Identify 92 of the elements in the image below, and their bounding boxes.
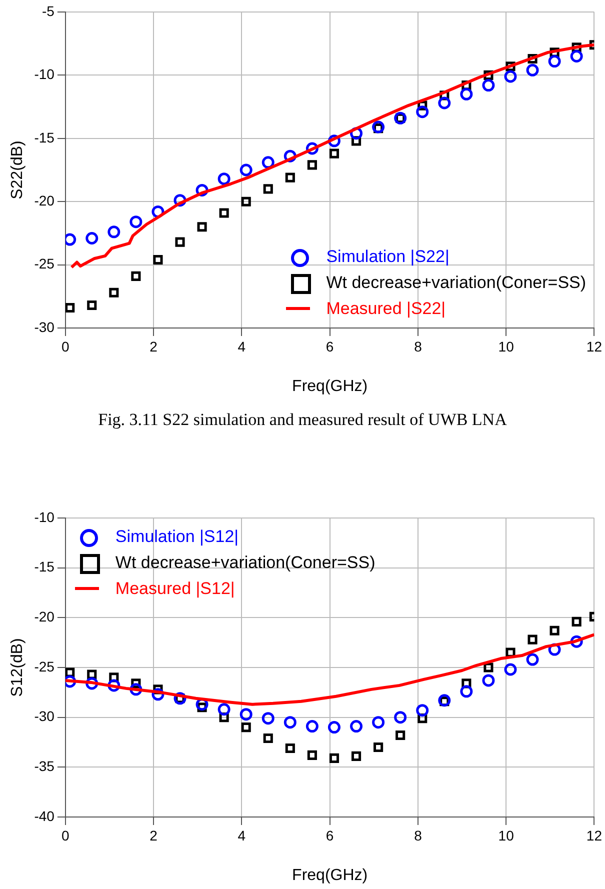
- point: [394, 711, 407, 724]
- x-tick-label: 2: [150, 827, 158, 844]
- x-tick-label: 12: [586, 338, 602, 354]
- y-axis-title: S22(dB): [9, 140, 26, 200]
- point: [504, 70, 517, 83]
- point: [528, 634, 538, 644]
- legend-label: Measured |S22|: [326, 298, 446, 320]
- point: [263, 184, 273, 194]
- point: [329, 148, 340, 158]
- y-tick-label: -35: [34, 758, 55, 774]
- legend-label: Wt decrease+variation(Coner=SS): [115, 552, 376, 574]
- legend-label: Measured |S12|: [115, 578, 235, 600]
- point: [416, 704, 429, 717]
- y-tick-label: -30: [34, 708, 55, 724]
- point: [197, 222, 207, 232]
- point: [438, 694, 451, 707]
- x-tick-label: 6: [326, 827, 334, 844]
- point: [372, 120, 385, 134]
- point: [374, 742, 384, 752]
- y-tick-label: -20: [34, 192, 55, 208]
- point: [284, 716, 296, 729]
- point: [285, 172, 295, 182]
- point: [526, 64, 539, 76]
- point: [285, 743, 295, 754]
- point: [329, 753, 340, 763]
- caption: Fig. 3.11 S22 simulation and measured result of UWB LNA: [97, 410, 508, 430]
- point: [307, 750, 317, 760]
- x-tick-label: 4: [238, 827, 246, 844]
- point: [550, 626, 560, 636]
- y-tick-label: -10: [34, 66, 55, 82]
- point: [241, 722, 251, 732]
- point: [241, 196, 251, 206]
- x-tick-label: 8: [414, 338, 422, 354]
- point: [307, 160, 317, 170]
- y-tick-label: -10: [34, 508, 55, 525]
- x-tick-label: 6: [326, 338, 334, 354]
- y-tick-label: -25: [34, 256, 55, 272]
- point: [460, 685, 473, 698]
- point: [396, 730, 406, 740]
- point: [306, 720, 318, 733]
- point: [570, 50, 583, 62]
- point: [65, 302, 75, 313]
- x-tick-label: 4: [238, 338, 246, 354]
- x-tick-label: 10: [498, 338, 514, 354]
- x-tick-label: 0: [62, 827, 70, 844]
- point: [526, 653, 539, 666]
- y-tick-label: -15: [34, 129, 55, 146]
- y-tick-label: -20: [34, 608, 55, 625]
- x-tick-label: 0: [62, 338, 70, 354]
- x-tick-label: 12: [586, 827, 602, 844]
- point: [131, 271, 141, 281]
- point: [372, 716, 385, 729]
- point: [328, 721, 340, 734]
- y-tick-label: -5: [42, 2, 55, 19]
- y-axis-title: S12(dB): [9, 638, 26, 697]
- point: [350, 720, 363, 733]
- legend-label: Wt decrease+variation(Coner=SS): [326, 272, 586, 294]
- x-tick-label: 10: [498, 827, 514, 844]
- point: [482, 79, 495, 92]
- point: [416, 106, 429, 118]
- point: [572, 616, 582, 626]
- point: [460, 88, 473, 100]
- y-tick-label: -25: [34, 658, 55, 674]
- point: [130, 216, 142, 228]
- y-tick-label: -40: [34, 808, 55, 824]
- point: [218, 703, 230, 716]
- point: [262, 712, 274, 725]
- point: [65, 233, 76, 246]
- point: [351, 751, 362, 761]
- point: [86, 232, 98, 245]
- point: [175, 237, 185, 247]
- x-tick-label: 8: [414, 827, 422, 844]
- point: [482, 674, 495, 687]
- point: [548, 55, 561, 68]
- x-axis-title: Freq(GHz): [292, 866, 368, 884]
- y-tick-label: -15: [34, 558, 55, 575]
- point: [108, 226, 120, 238]
- point: [240, 164, 252, 176]
- point: [109, 288, 119, 298]
- point: [504, 663, 517, 676]
- legend-label: Simulation |S22|: [326, 246, 450, 268]
- point: [87, 300, 97, 310]
- point: [263, 733, 273, 744]
- legend-label: Simulation |S12|: [115, 526, 239, 548]
- x-axis-title: Freq(GHz): [292, 378, 368, 395]
- y-tick-label: -30: [34, 318, 55, 335]
- point: [219, 208, 229, 218]
- point: [218, 172, 230, 186]
- point: [153, 254, 163, 265]
- x-tick-label: 2: [150, 338, 158, 354]
- point: [240, 708, 252, 721]
- point: [438, 96, 451, 110]
